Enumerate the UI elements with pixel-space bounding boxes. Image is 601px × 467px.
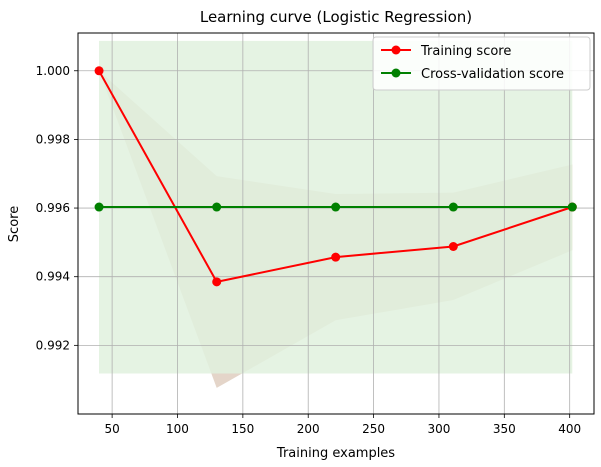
x-axis-label: Training examples — [276, 446, 395, 461]
legend: Training score Cross-validation score — [372, 36, 591, 91]
data-point — [212, 202, 222, 212]
series-lines — [94, 66, 577, 287]
legend-label-1: Training score — [420, 44, 511, 59]
x-tick-label: 400 — [558, 422, 581, 436]
y-tick-label: 1.000 — [36, 64, 70, 78]
confidence-bands — [99, 40, 573, 388]
data-point — [212, 277, 222, 287]
data-point — [94, 66, 104, 76]
x-tick-label: 200 — [297, 422, 320, 436]
y-tick-label: 0.998 — [36, 132, 70, 146]
x-axis-ticks: 50 100 150 200 250 300 350 400 — [104, 414, 581, 436]
x-tick-label: 150 — [231, 422, 254, 436]
x-tick-label: 300 — [427, 422, 450, 436]
y-tick-label: 0.994 — [36, 270, 70, 284]
legend-marker-1 — [391, 45, 401, 55]
chart-title: Learning curve (Logistic Regression) — [200, 8, 472, 26]
legend-box — [372, 36, 591, 91]
x-tick-label: 350 — [493, 422, 516, 436]
y-tick-label: 0.996 — [36, 201, 70, 215]
y-tick-label: 0.992 — [36, 338, 70, 352]
data-point — [567, 202, 577, 212]
legend-marker-2 — [391, 68, 401, 78]
data-point — [94, 202, 104, 212]
x-tick-label: 250 — [362, 422, 385, 436]
plot-frame — [77, 32, 595, 415]
y-axis-ticks: 0.992 0.994 0.996 0.998 1.000 — [36, 64, 78, 352]
data-point — [331, 252, 341, 262]
x-tick-label: 100 — [166, 422, 189, 436]
data-point — [448, 202, 458, 212]
data-point — [331, 202, 341, 212]
data-point — [448, 241, 458, 251]
y-axis-label: Score — [7, 206, 22, 242]
legend-label-2: Cross-validation score — [421, 67, 564, 82]
x-tick-label: 50 — [104, 422, 119, 436]
